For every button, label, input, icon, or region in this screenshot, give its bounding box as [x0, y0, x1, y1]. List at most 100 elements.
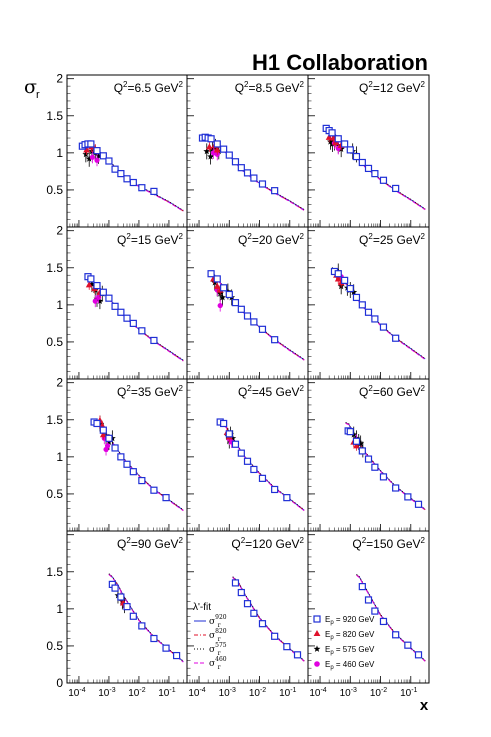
point-920 [237, 305, 245, 313]
x-tick-label: 10-3 [219, 687, 236, 699]
panel-label-60: Q2=60 GeV2 [359, 384, 426, 399]
panel-35: Q2=35 GeV2 [66, 378, 188, 532]
x-tick-label: 10-4 [188, 687, 205, 699]
point-920 [258, 474, 267, 482]
figure-title: H1 Collaboration [252, 50, 428, 75]
point-920 [392, 184, 400, 193]
legend-data-label: Ep = 460 GeV [325, 660, 375, 671]
x-tick-label: 10-2 [249, 687, 266, 699]
fit-curve-magenta [356, 574, 426, 662]
point-920 [150, 187, 158, 196]
point-920 [207, 135, 215, 143]
point-920 [231, 158, 240, 166]
point-920 [123, 314, 131, 322]
fit-curve-blue [345, 422, 426, 510]
panel-label-12: Q2=12 GeV2 [359, 80, 426, 95]
point-920 [99, 426, 107, 434]
point-920 [93, 147, 101, 155]
legend-data: Ep = 920 GeV Ep = 820 GeV Ep = 575 GeV Ep =… [313, 615, 375, 671]
y-axis-label-sub: r [36, 89, 40, 101]
fit-curve-magenta [204, 137, 305, 211]
x-tick-label: 10-3 [340, 687, 357, 699]
y-tick-labels: 0.5 1 1.5 2 0.5 1 1.5 2 0.5 1 1.5 2 0 0.5 1 1.5 [46, 72, 63, 690]
x-tick-label: 10-1 [400, 687, 417, 699]
point-920 [364, 164, 373, 173]
point-920 [111, 165, 119, 173]
point-920 [207, 270, 215, 278]
point-920 [258, 325, 267, 333]
point-820 [83, 146, 90, 153]
point-920 [271, 485, 279, 494]
point-920 [87, 275, 95, 283]
point-920 [358, 583, 366, 591]
point-920 [346, 428, 354, 436]
y-tick-label: 1.5 [46, 261, 63, 275]
point-920 [334, 135, 342, 143]
y-tick-label: 1.5 [46, 565, 63, 579]
point-920 [243, 169, 252, 177]
panel-frame [307, 378, 430, 532]
point-920 [352, 152, 361, 161]
legend-marker-star [313, 645, 321, 652]
point-920 [371, 315, 379, 323]
point-920 [250, 174, 258, 182]
point-920 [213, 275, 221, 283]
panel-15: Q2=15 GeV2 [66, 226, 188, 380]
point-575 [88, 280, 96, 288]
legend-fit-label-575: σ575 r [209, 642, 227, 657]
point-920 [87, 140, 95, 148]
panel-frame [66, 378, 188, 532]
point-920 [271, 336, 279, 344]
point-920 [352, 437, 361, 445]
point-920 [250, 465, 258, 474]
point-460 [217, 302, 223, 309]
panel-frame [307, 226, 430, 380]
point-920 [117, 453, 125, 461]
point-920 [111, 584, 119, 592]
fit-curve-black [108, 573, 184, 662]
point-920 [358, 158, 366, 167]
legend-data-label: Ep = 920 GeV [325, 615, 375, 626]
point-575 [203, 147, 211, 155]
fit-curve-blue [108, 573, 184, 662]
point-920 [225, 151, 233, 159]
point-920 [117, 308, 125, 316]
legend-data-label: Ep = 820 GeV [325, 630, 375, 641]
point-820 [205, 143, 213, 150]
point-920 [129, 319, 137, 327]
y-tick-label: 0 [56, 676, 63, 690]
point-920 [105, 157, 113, 165]
point-460 [94, 157, 100, 163]
legend-fit-label-820: σ820 r [209, 628, 227, 643]
y-tick-label: 1.5 [46, 109, 63, 123]
x-tick-label: 10-4 [68, 687, 85, 699]
panel-label-90: Q2=90 GeV2 [117, 536, 184, 551]
point-920 [341, 276, 349, 284]
point-920 [162, 644, 170, 652]
point-920 [231, 440, 240, 448]
point-920 [129, 468, 137, 476]
fit-curve-magenta [345, 422, 426, 511]
panel-90: Q2=90 GeV2 [66, 530, 188, 684]
legend-fit-label-460: σ460 r [209, 656, 227, 671]
point-820 [213, 146, 221, 153]
y-tick-label: 0.5 [46, 639, 63, 653]
point-920 [364, 596, 373, 604]
point-920 [358, 447, 366, 455]
panel-label-150: Q2=150 GeV2 [352, 536, 425, 551]
point-460 [89, 154, 95, 160]
point-575 [82, 150, 90, 158]
fit-curve-black [356, 574, 426, 661]
point-920 [117, 593, 125, 601]
point-920 [271, 632, 279, 640]
point-460 [92, 298, 98, 304]
x-tick-label: 10-3 [98, 687, 115, 699]
panel-frame [186, 378, 309, 532]
panel-label-45: Q2=45 GeV2 [238, 384, 305, 399]
point-920 [123, 460, 131, 468]
x-tick-labels: 10-4 10-3 10-2 10-1 10-4 10-3 10-2 10-1 10-4 10-3… [68, 687, 417, 699]
point-920 [231, 299, 240, 307]
point-920 [129, 178, 137, 187]
point-920 [172, 651, 181, 660]
